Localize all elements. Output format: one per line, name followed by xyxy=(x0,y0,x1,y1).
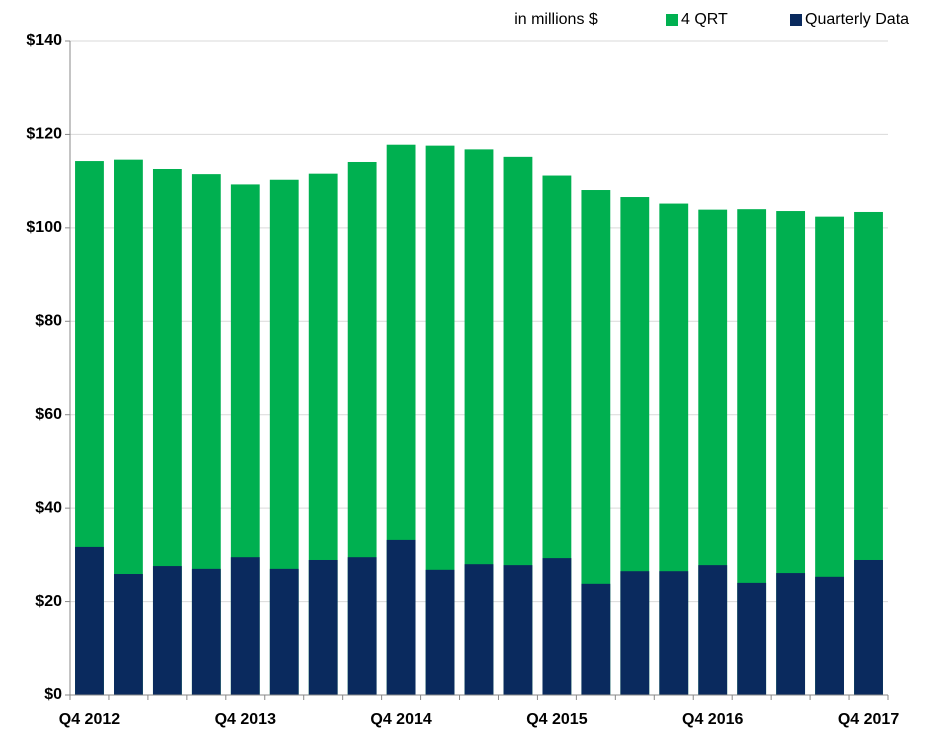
x-tick-label: Q4 2014 xyxy=(370,711,431,728)
y-tick-label: $40 xyxy=(35,499,62,516)
bar xyxy=(386,539,416,695)
bar xyxy=(230,557,260,695)
bar xyxy=(75,546,104,695)
y-tick-label: $80 xyxy=(35,313,62,330)
bar xyxy=(464,564,494,695)
bar xyxy=(776,573,806,695)
legend-swatch xyxy=(790,14,802,26)
bar xyxy=(581,583,611,695)
bar xyxy=(854,559,883,695)
bar xyxy=(191,568,221,695)
y-tick-label: $120 xyxy=(26,126,62,143)
x-tick-label: Q4 2012 xyxy=(59,711,120,728)
bar xyxy=(308,559,338,695)
y-tick-label: $100 xyxy=(26,219,62,236)
bar xyxy=(503,565,533,695)
legend-label: 4 QRT xyxy=(681,11,728,28)
legend-label: Quarterly Data xyxy=(805,11,909,28)
bar xyxy=(620,571,650,695)
bar xyxy=(737,582,767,695)
x-tick-label: Q4 2016 xyxy=(682,711,743,728)
bar xyxy=(698,565,728,695)
bar xyxy=(152,566,182,695)
y-tick-label: $20 xyxy=(35,593,62,610)
annotation: in millions $ xyxy=(514,11,598,28)
bar xyxy=(425,569,455,695)
bar xyxy=(659,571,689,695)
x-tick-label: Q4 2017 xyxy=(838,711,899,728)
x-tick-label: Q4 2013 xyxy=(215,711,276,728)
bar xyxy=(269,568,299,695)
bar xyxy=(815,576,844,695)
y-tick-label: $140 xyxy=(26,32,62,49)
bar xyxy=(347,557,377,695)
y-tick-label: $0 xyxy=(44,686,62,703)
y-tick-label: $60 xyxy=(35,406,62,423)
x-tick-label: Q4 2015 xyxy=(526,711,587,728)
legend-swatch xyxy=(666,14,678,26)
bar xyxy=(114,574,143,695)
bar xyxy=(542,558,572,695)
